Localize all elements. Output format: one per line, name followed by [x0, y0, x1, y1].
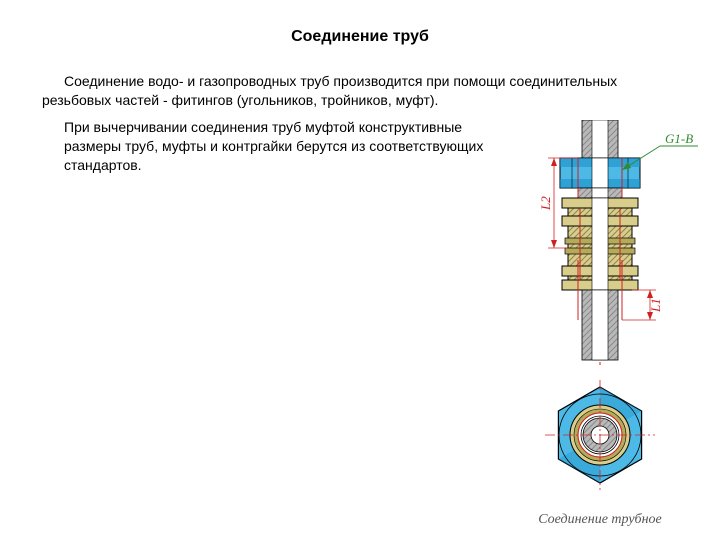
coupling-body: [562, 198, 638, 290]
paragraph-1: Соединение водо- и газопроводных труб пр…: [42, 72, 682, 110]
dimension-L1: L1: [622, 290, 663, 320]
pipe-coupling-diagram: L2 L1 G1-B: [500, 120, 700, 530]
label-L1: L1: [648, 298, 663, 313]
diagram-caption: Соединение трубное: [500, 512, 700, 528]
page-title: Соединение труб: [0, 28, 720, 46]
front-section-view: L2 L1 G1-B: [538, 120, 698, 365]
label-L2: L2: [538, 196, 553, 211]
paragraph-2: При вычерчивании соединения труб муфтой …: [64, 118, 504, 175]
top-view: [545, 380, 655, 490]
paragraph-1-text: Соединение водо- и газопроводных труб пр…: [42, 73, 617, 108]
label-thread: G1-B: [665, 131, 693, 146]
